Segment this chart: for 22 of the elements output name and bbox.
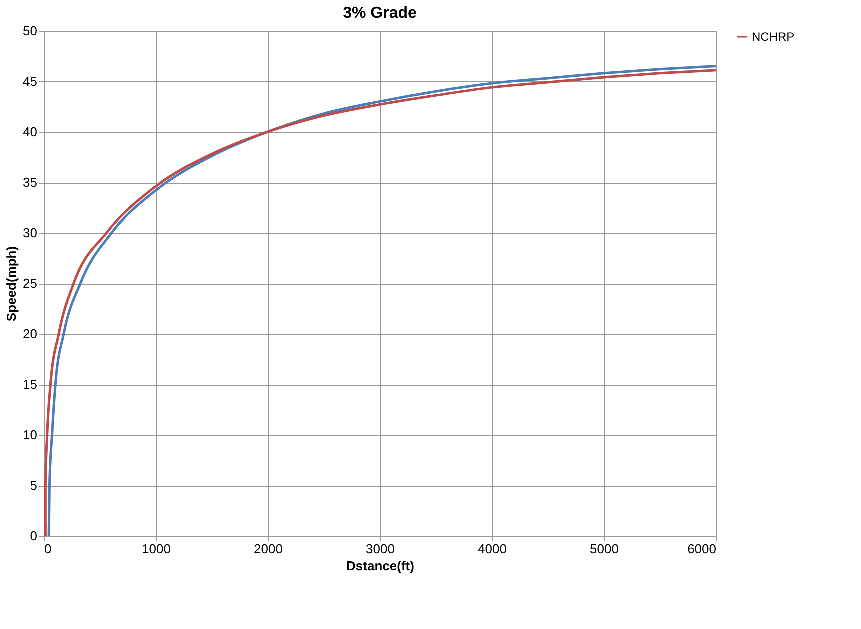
y-tick-label: 0 [30,528,38,544]
x-tick-label: 0 [44,542,52,556]
x-tick-label: 2000 [254,542,283,556]
y-tick-label: 10 [23,428,38,442]
y-tick-label: 15 [23,377,38,392]
legend-label: NCHRP [752,30,795,44]
y-tick-label: 40 [23,124,38,140]
chart-title: 3% Grade [343,5,418,22]
y-tick-label: 5 [30,478,38,493]
x-tick-label: 6000 [688,542,716,556]
x-axis-title: Dstance(ft) [346,558,414,574]
x-tick-label: 1000 [142,542,171,556]
y-tick-label: 35 [23,175,38,190]
x-tick-label: 3000 [366,542,395,556]
y-tick-label: 20 [23,326,38,342]
y-tick-label: 25 [23,276,38,291]
x-tick-label: 4000 [478,542,507,556]
y-tick-label: 50 [23,24,38,38]
x-tick-label: 5000 [590,542,619,556]
y-tick-label: 30 [23,226,38,240]
y-tick-label: 45 [23,74,38,89]
y-axis-title: Speed(mph) [4,246,20,322]
